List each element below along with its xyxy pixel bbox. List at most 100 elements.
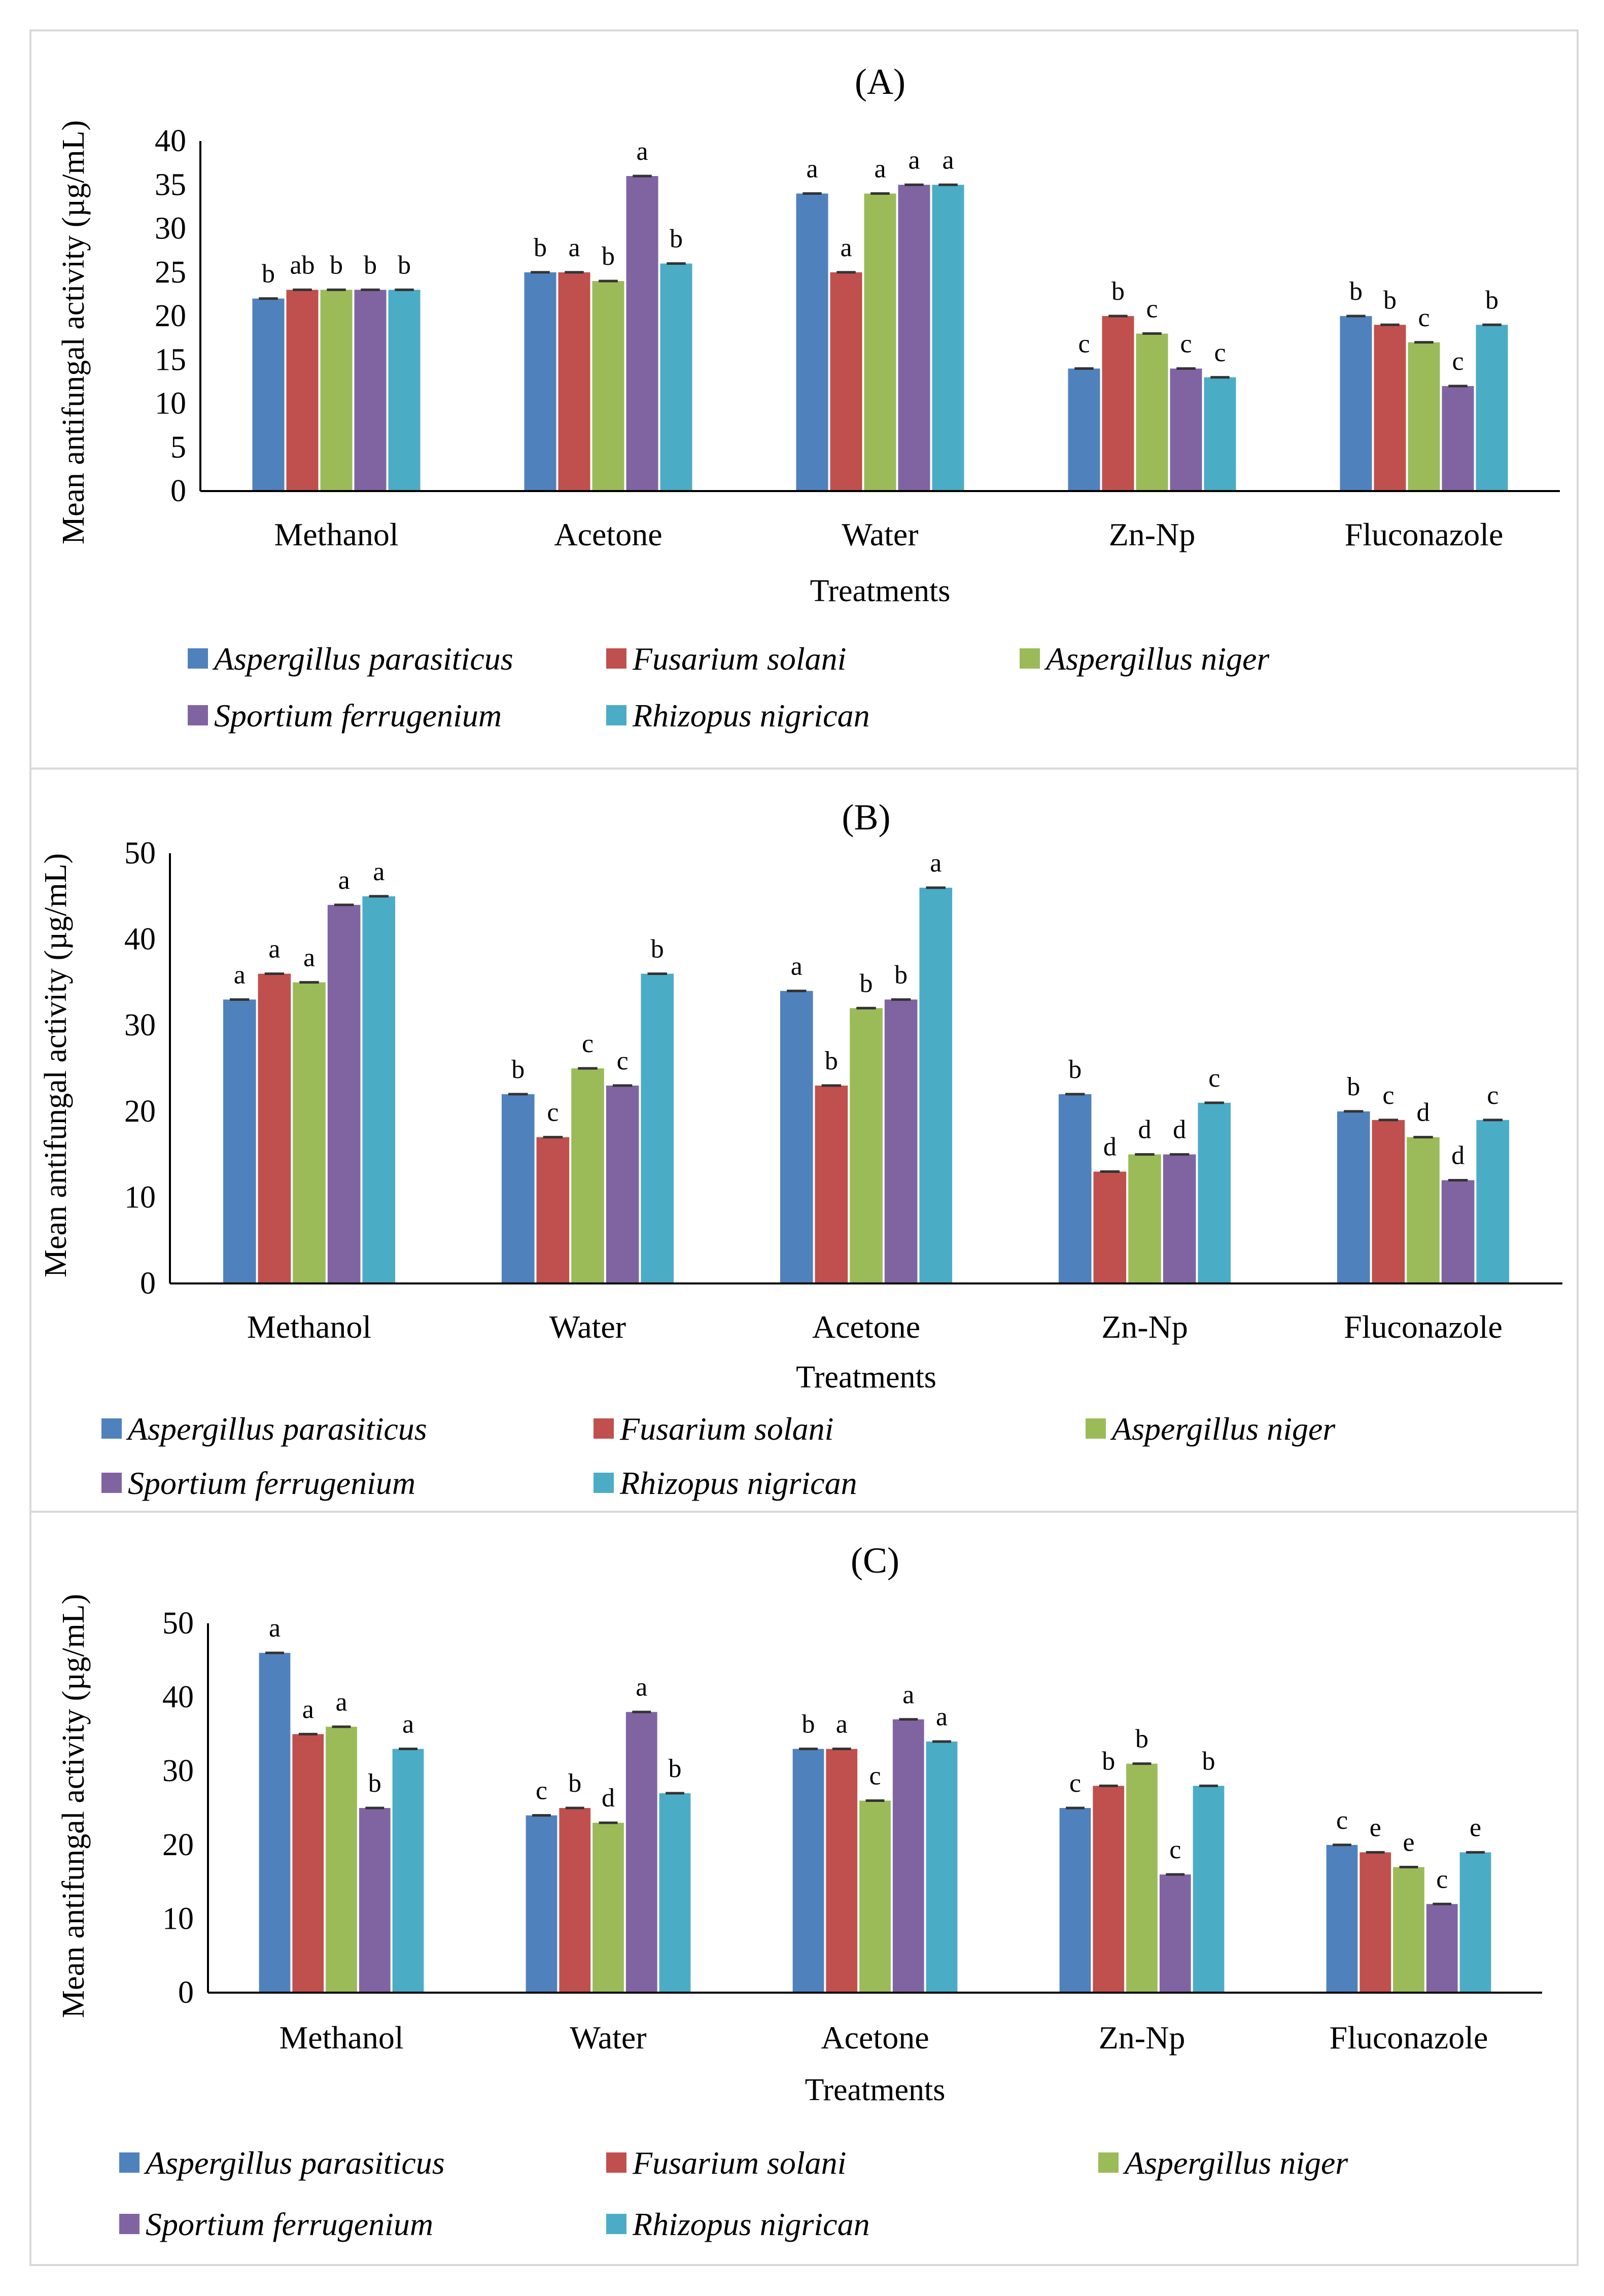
bar xyxy=(898,185,930,491)
significance-label: c xyxy=(617,1047,629,1075)
y-tick-label: 5 xyxy=(170,430,186,465)
significance-label: c xyxy=(1169,1835,1181,1864)
legend-swatch xyxy=(188,648,208,669)
x-tick-label: Fluconazole xyxy=(1345,516,1504,552)
legend-swatch xyxy=(606,2214,626,2234)
bar xyxy=(1337,1111,1370,1283)
significance-label: c xyxy=(1180,330,1192,359)
bar xyxy=(1058,1094,1092,1283)
bar xyxy=(1374,325,1406,491)
significance-label: b xyxy=(1485,286,1498,315)
significance-label: b xyxy=(330,251,343,280)
significance-label: d xyxy=(1103,1133,1117,1162)
significance-label: c xyxy=(869,1761,881,1790)
legend-swatch xyxy=(1020,648,1040,669)
significance-label: b xyxy=(894,960,908,989)
significance-label: d xyxy=(1138,1116,1152,1144)
significance-label: a xyxy=(268,934,280,963)
bar xyxy=(1359,1852,1391,1993)
legend-swatch xyxy=(101,1418,122,1439)
significance-label: a xyxy=(930,849,942,878)
significance-label: c xyxy=(1208,1064,1220,1093)
significance-label: d xyxy=(1173,1116,1186,1144)
bar xyxy=(1426,1904,1458,1993)
x-tick-label: Fluconazole xyxy=(1330,2020,1488,2056)
bar xyxy=(919,887,953,1283)
significance-label: a xyxy=(874,155,886,184)
y-tick-label: 30 xyxy=(124,1008,156,1042)
bar xyxy=(286,290,319,491)
significance-label: c xyxy=(1336,1806,1348,1835)
bar xyxy=(327,905,361,1283)
x-tick-label: Methanol xyxy=(279,2020,403,2056)
significance-label: a xyxy=(840,233,852,262)
significance-label: b xyxy=(262,260,275,289)
bar xyxy=(392,1749,424,1993)
significance-label: c xyxy=(1078,330,1090,359)
bar xyxy=(780,991,813,1283)
significance-label: b xyxy=(398,251,411,280)
bar xyxy=(1340,316,1372,491)
legend-swatch xyxy=(1086,1418,1106,1439)
y-tick-label: 10 xyxy=(162,1901,194,1936)
significance-label: b xyxy=(568,1769,581,1798)
significance-label: b xyxy=(368,1769,381,1798)
significance-label: b xyxy=(1349,277,1363,306)
significance-label: a xyxy=(942,146,954,175)
legend-swatch xyxy=(119,2214,140,2234)
bar xyxy=(606,1085,639,1283)
bar xyxy=(626,176,658,491)
chart-title: (A) xyxy=(855,61,905,102)
x-axis-title: Treatments xyxy=(810,574,951,608)
significance-label: b xyxy=(1135,1725,1148,1754)
significance-label: a xyxy=(836,1710,848,1739)
significance-label: a xyxy=(402,1710,414,1739)
bar xyxy=(1393,1867,1424,1993)
bar xyxy=(892,1719,924,1993)
significance-label: d xyxy=(602,1784,615,1813)
bar xyxy=(1198,1102,1231,1283)
bar xyxy=(1476,1120,1510,1283)
y-tick-label: 0 xyxy=(170,474,186,508)
bar xyxy=(850,1008,883,1283)
significance-label: c xyxy=(1487,1081,1498,1110)
bar xyxy=(1372,1120,1405,1283)
bar xyxy=(796,193,828,491)
significance-label: c xyxy=(1069,1769,1081,1798)
x-tick-label: Water xyxy=(549,1309,626,1345)
bar xyxy=(641,973,674,1283)
significance-label: b xyxy=(534,233,547,262)
bar xyxy=(388,290,421,491)
significance-label: e xyxy=(1370,1813,1381,1842)
y-tick-label: 25 xyxy=(155,255,186,290)
significance-label: a xyxy=(373,857,385,886)
significance-label: c xyxy=(1418,303,1429,332)
bar xyxy=(320,290,353,491)
significance-label: b xyxy=(1347,1072,1360,1101)
bar xyxy=(1093,1171,1127,1283)
significance-label: b xyxy=(1068,1055,1082,1084)
legend-label: Rhizopus nigrican xyxy=(632,698,870,734)
legend-label: Sportium ferrugenium xyxy=(146,2206,433,2242)
y-axis-title: Mean antifungal activity (µg/mL) xyxy=(56,1594,91,2018)
significance-label: a xyxy=(806,155,818,184)
significance-label: a xyxy=(636,137,648,166)
bar xyxy=(354,290,387,491)
bar xyxy=(830,272,862,491)
bar xyxy=(1059,1808,1091,1993)
bar xyxy=(660,263,692,491)
legend-swatch xyxy=(1098,2152,1119,2173)
significance-label: a xyxy=(234,960,246,989)
bar xyxy=(326,1726,357,1993)
y-axis-title: Mean antifungal activity (µg/mL) xyxy=(56,120,91,544)
bar xyxy=(1170,368,1202,491)
y-tick-label: 20 xyxy=(162,1828,194,1862)
significance-label: b xyxy=(802,1710,815,1739)
chart-panel-b: (B) Mean antifungal activity (µg/mL) Treat… xyxy=(30,768,1578,1501)
bar xyxy=(1459,1852,1491,1993)
bar xyxy=(1136,333,1168,491)
legend: Aspergillus parasiticus Fusarium solani As… xyxy=(101,1411,1336,1501)
significance-label: a xyxy=(902,1680,914,1709)
significance-label: e xyxy=(1403,1828,1414,1857)
